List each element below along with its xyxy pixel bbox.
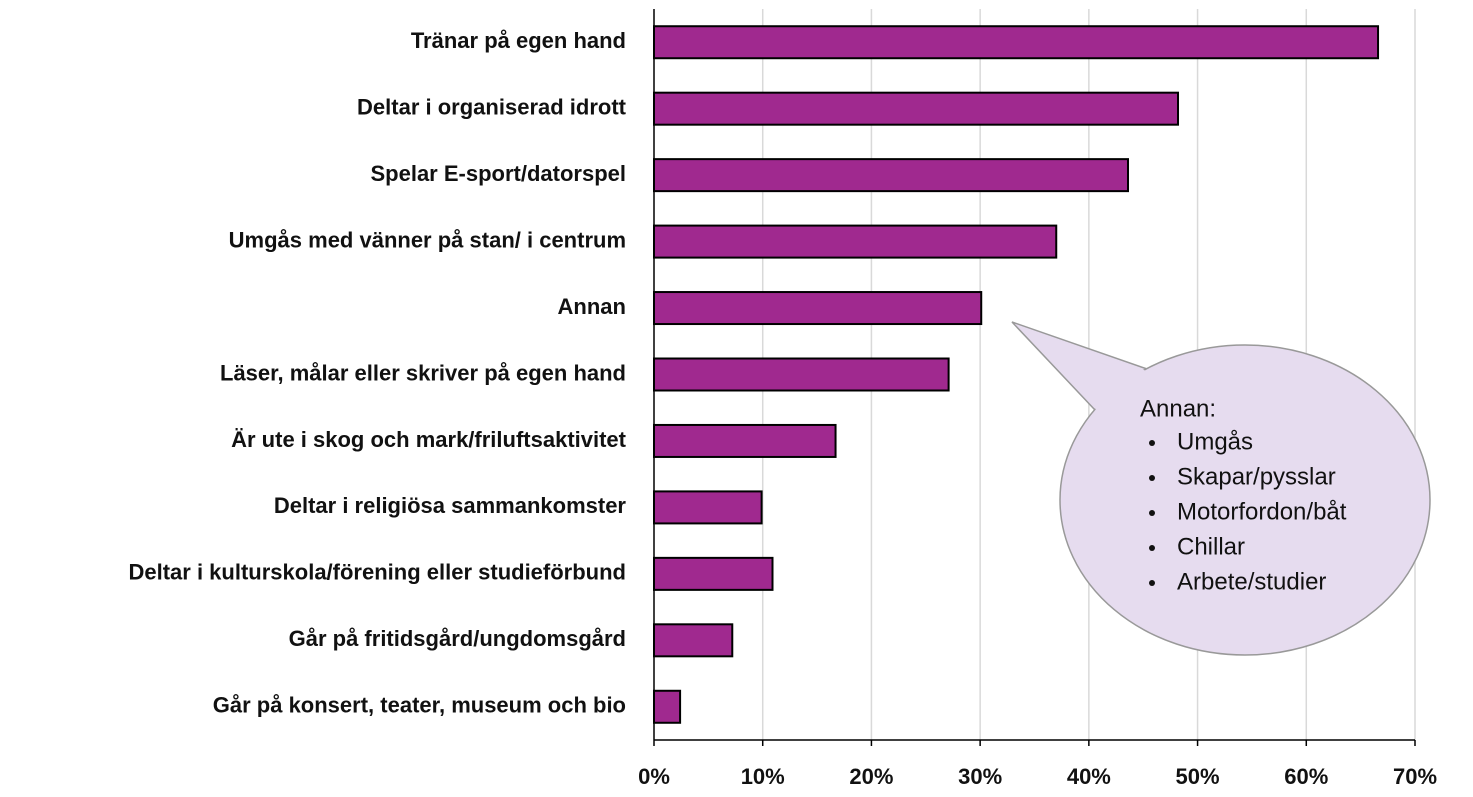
category-label: Spelar E-sport/datorspel xyxy=(370,161,626,186)
category-label: Går på fritidsgård/ungdomsgård xyxy=(289,626,626,651)
callout-item: Skapar/pysslar xyxy=(1177,463,1336,490)
bars xyxy=(653,25,1380,724)
bar xyxy=(653,623,734,658)
bar xyxy=(653,158,1129,193)
callout-seam xyxy=(1030,330,1155,412)
x-tick-label: 10% xyxy=(741,764,785,789)
callout-item: Arbete/studier xyxy=(1177,568,1326,595)
x-tick-label: 20% xyxy=(849,764,893,789)
callout: Annan: Umgås Skapar/pysslar Motorfordon/båt… xyxy=(1011,321,1431,656)
bar xyxy=(653,689,682,724)
callout-item: Umgås xyxy=(1177,428,1253,455)
x-tick-label: 50% xyxy=(1176,764,1220,789)
category-label: Umgås med vänner på stan/ i centrum xyxy=(229,227,626,252)
category-label: Deltar i organiserad idrott xyxy=(357,94,627,119)
callout-item: Chillar xyxy=(1177,533,1245,560)
bar xyxy=(653,357,950,392)
bullet xyxy=(1149,510,1155,516)
bar xyxy=(653,423,837,458)
callout-item: Motorfordon/båt xyxy=(1177,498,1347,525)
category-label: Är ute i skog och mark/friluftsaktivitet xyxy=(231,427,627,452)
bullet xyxy=(1149,545,1155,551)
category-label: Deltar i religiösa sammankomster xyxy=(274,493,627,518)
bar xyxy=(653,556,774,591)
category-label: Tränar på egen hand xyxy=(411,28,626,53)
x-tick-label: 70% xyxy=(1393,764,1437,789)
bar xyxy=(653,291,983,326)
bullet xyxy=(1149,580,1155,586)
bar xyxy=(653,91,1180,126)
bar xyxy=(653,25,1380,60)
category-label: Läser, målar eller skriver på egen hand xyxy=(220,360,626,385)
category-label: Annan xyxy=(558,294,626,319)
x-tick-label: 40% xyxy=(1067,764,1111,789)
x-tick-label: 30% xyxy=(958,764,1002,789)
callout-title: Annan: xyxy=(1140,395,1216,422)
x-tick-label: 0% xyxy=(638,764,670,789)
bar xyxy=(653,224,1058,259)
bullet xyxy=(1149,475,1155,481)
bar xyxy=(653,490,763,525)
callout-bubble xyxy=(1059,344,1431,656)
x-tick-label: 60% xyxy=(1284,764,1328,789)
category-label: Deltar i kulturskola/förening eller stud… xyxy=(128,560,626,585)
bullet xyxy=(1149,440,1155,446)
category-label: Går på konsert, teater, museum och bio xyxy=(213,693,626,718)
